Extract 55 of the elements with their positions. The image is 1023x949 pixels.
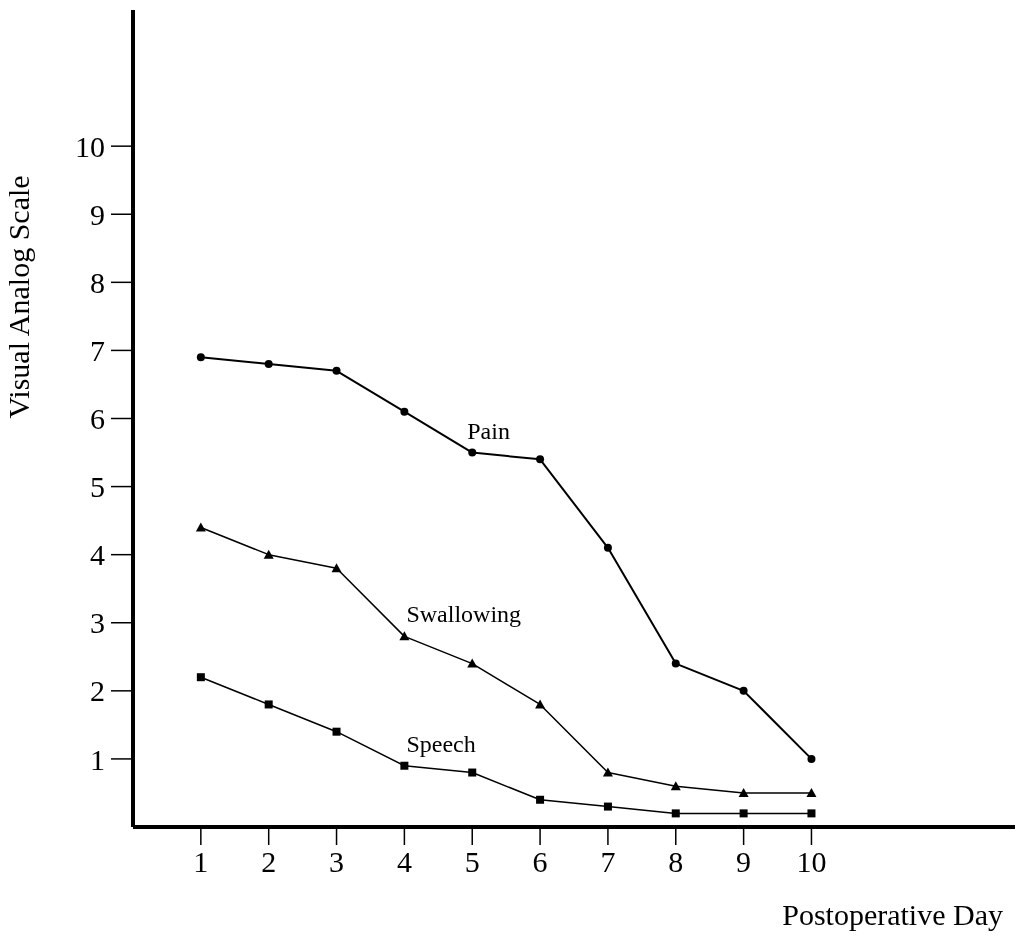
x-tick-label: 10 (796, 845, 827, 879)
point (264, 700, 273, 709)
point (670, 781, 681, 791)
x-tick-label: 2 (261, 845, 277, 879)
point (603, 543, 612, 552)
y-tick-label: 5 (90, 470, 105, 504)
point (536, 455, 545, 464)
point (603, 802, 612, 811)
y-tick-label: 3 (90, 606, 105, 640)
x-tick-label: 9 (736, 845, 752, 879)
point (739, 686, 748, 695)
point (399, 631, 410, 641)
point (196, 353, 205, 362)
point (264, 360, 273, 369)
y-tick-label: 4 (90, 538, 105, 572)
x-tick-label: 3 (329, 845, 345, 879)
point (806, 787, 817, 797)
x-tick-label: 5 (464, 845, 480, 879)
y-axis-title: Visual Analog Scale (1, 175, 35, 419)
point (602, 767, 613, 777)
x-tick-label: 1 (193, 845, 209, 879)
point (536, 795, 545, 804)
x-tick-label: 7 (600, 845, 616, 879)
point (738, 787, 749, 797)
y-tick-label: 8 (90, 265, 105, 299)
y-tick-label: 7 (90, 334, 105, 368)
point (400, 407, 409, 416)
point (807, 809, 816, 818)
point (332, 366, 341, 375)
series-label: Speech (406, 730, 476, 757)
series-label: Pain (467, 417, 510, 444)
point (400, 761, 409, 770)
point (332, 727, 341, 736)
point (468, 448, 477, 457)
point (468, 768, 477, 777)
y-tick-label: 1 (90, 742, 105, 776)
y-tick-label: 2 (90, 674, 105, 708)
point (807, 754, 816, 763)
point (739, 809, 748, 818)
x-tick-label: 6 (532, 845, 548, 879)
y-tick-label: 6 (90, 402, 105, 436)
point (195, 522, 206, 532)
point (671, 809, 680, 818)
point (263, 549, 274, 559)
point (535, 699, 546, 709)
x-tick-label: 4 (396, 845, 412, 879)
point (671, 659, 680, 668)
point (196, 673, 205, 682)
series-label: Swallowing (406, 601, 522, 628)
point (467, 658, 478, 668)
x-axis-title: Postoperative Day (782, 898, 1003, 931)
point (331, 563, 342, 573)
y-tick-label: 9 (90, 197, 105, 231)
y-tick-label: 10 (75, 129, 105, 163)
x-tick-label: 8 (668, 845, 684, 879)
